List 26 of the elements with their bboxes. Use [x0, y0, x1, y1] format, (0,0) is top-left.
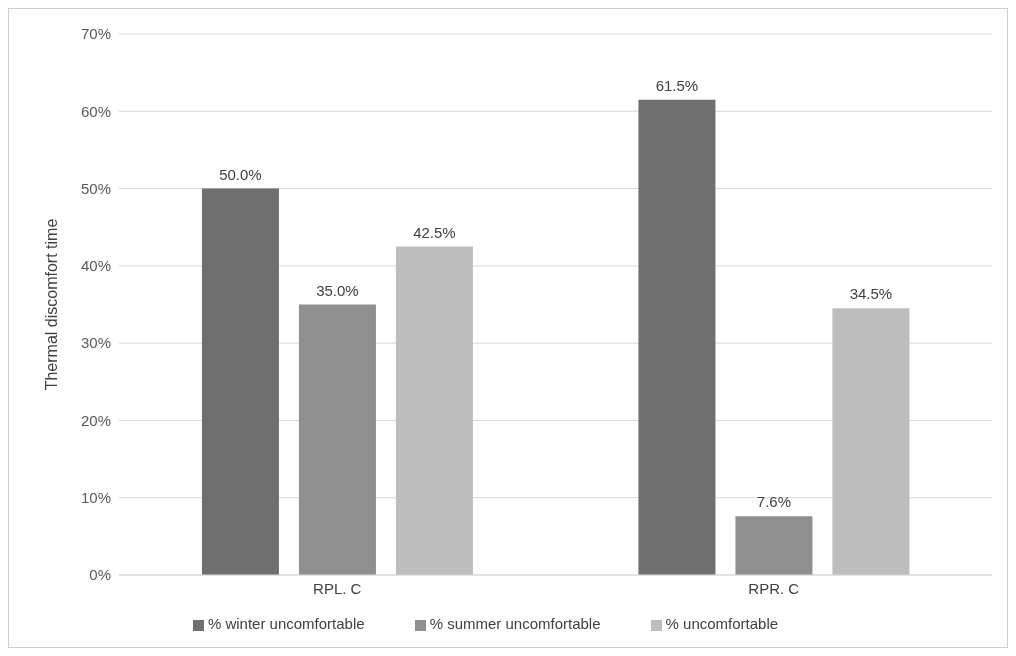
- data-label: 35.0%: [316, 281, 359, 299]
- y-tick-label: 70%: [80, 25, 111, 43]
- data-label: 34.5%: [849, 285, 893, 303]
- bar: [201, 188, 279, 575]
- legend-label: % summer uncomfortable: [429, 615, 601, 632]
- y-tick-label: 40%: [80, 257, 111, 275]
- legend-label: % uncomfortable: [665, 615, 779, 632]
- y-tick-label: 60%: [80, 102, 111, 120]
- bar: [735, 516, 813, 575]
- bar: [832, 308, 910, 575]
- y-tick-label: 0%: [89, 566, 111, 584]
- y-tick-label: 50%: [80, 179, 111, 197]
- bar: [395, 246, 473, 575]
- data-label: 50.0%: [219, 165, 262, 183]
- bar: [298, 304, 376, 575]
- data-label: 61.5%: [655, 76, 699, 94]
- y-axis-title: Thermal discomfort time: [42, 218, 60, 391]
- x-tick-label: RPL. C: [313, 579, 362, 597]
- x-tick-label: RPR. C: [748, 579, 800, 597]
- y-tick-label: 10%: [80, 489, 111, 507]
- legend-label: % winter uncomfortable: [207, 615, 365, 632]
- data-label: 7.6%: [756, 493, 792, 511]
- bar: [638, 99, 716, 575]
- data-label: 42.5%: [413, 223, 456, 241]
- y-tick-label: 20%: [80, 411, 111, 429]
- y-tick-label: 30%: [80, 334, 111, 352]
